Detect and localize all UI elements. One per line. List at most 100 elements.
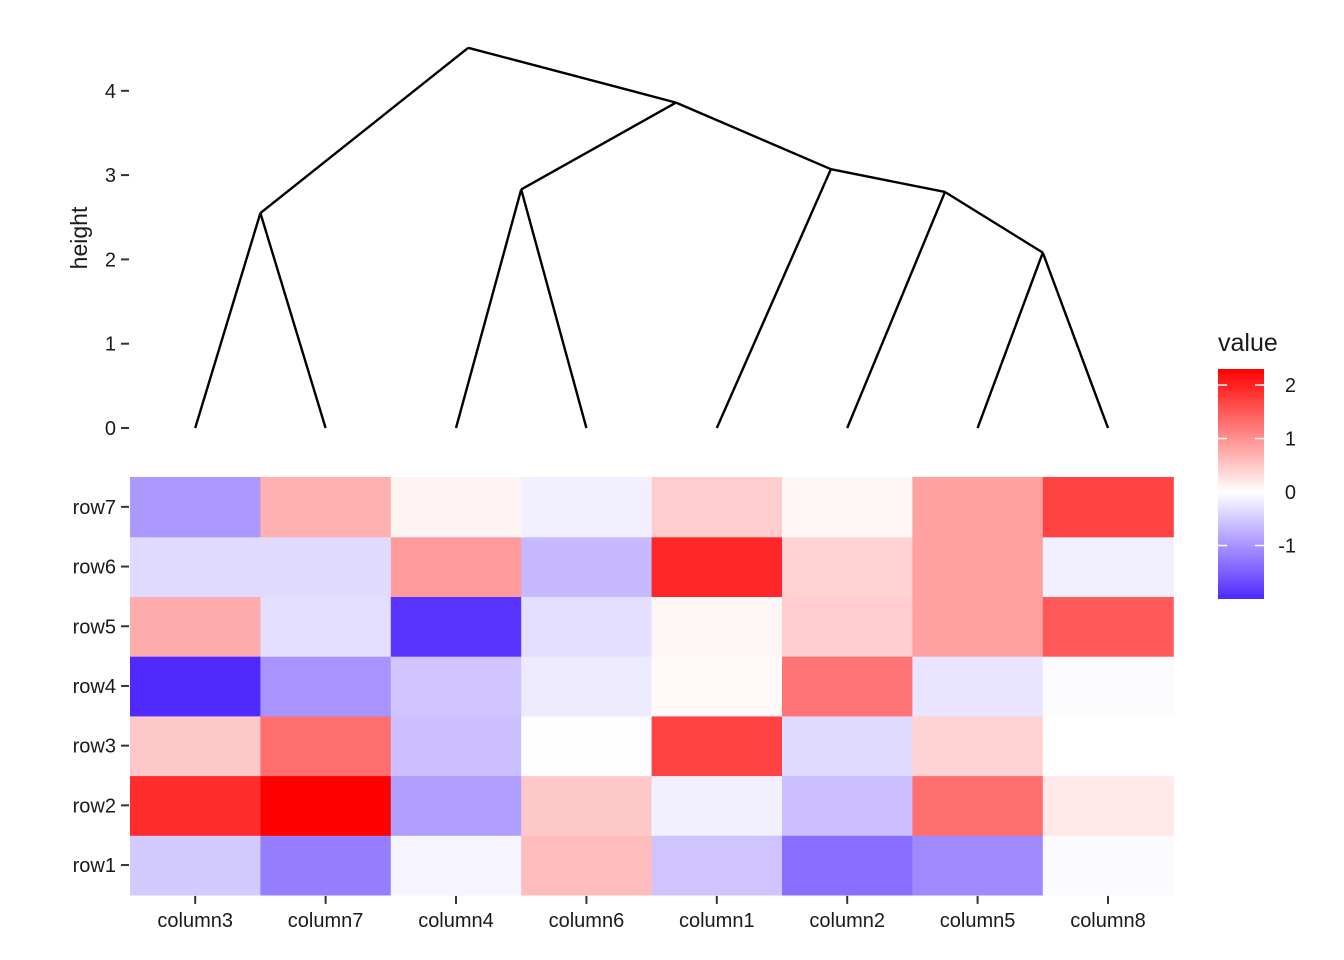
heatmap-cell [390, 835, 522, 896]
heatmap-row-label: row1 [73, 855, 116, 877]
heatmap-cell [390, 715, 522, 777]
dendrogram-link [520, 101, 677, 191]
heatmap-cell [1042, 715, 1174, 777]
heatmap-cell [651, 775, 783, 836]
heatmap-cell [130, 835, 261, 896]
heatmap-cell [1042, 656, 1174, 717]
heatmap-cell [912, 656, 1044, 717]
dendrogram-link [675, 101, 832, 171]
heatmap-cell [782, 835, 913, 896]
heatmap-cell [521, 835, 653, 896]
heatmap-cell [651, 596, 783, 657]
dendrogram-link [1041, 252, 1110, 429]
heatmap-cell [130, 775, 261, 836]
heatmap-cell [260, 477, 392, 538]
legend-tick-label: -1 [1278, 536, 1296, 558]
heatmap-column-label: column4 [418, 910, 494, 932]
heatmap-column-label: column1 [679, 910, 755, 932]
legend-tick-label: 0 [1285, 482, 1296, 504]
heatmap-cell [651, 536, 783, 597]
heatmap-cell [912, 596, 1044, 657]
dendrogram-link [259, 212, 327, 429]
heatmap-column-label: column8 [1070, 910, 1146, 932]
heatmap-row-label: row7 [73, 497, 116, 519]
dendrogram-y-axis-label: height [66, 206, 92, 269]
dendrogram-link [944, 190, 1044, 254]
heatmap-cell [782, 656, 913, 717]
dendrogram-link [715, 168, 832, 429]
heatmap-cell [260, 656, 392, 717]
heatmap-cell [912, 536, 1044, 597]
dendrogram-link [846, 191, 947, 429]
heatmap-cell [521, 656, 653, 717]
dendrogram-link [194, 212, 262, 429]
dendrogram-link [454, 189, 523, 429]
dendrogram-y-tick-label: 0 [105, 418, 116, 440]
color-legend: value -1 0 1 2 [1218, 329, 1296, 599]
heatmap-cell [130, 715, 261, 777]
heatmap-cell [130, 596, 261, 657]
heatmap-column-label: column5 [940, 910, 1016, 932]
heatmap-row-label: row4 [73, 676, 116, 698]
heatmap-cell [782, 715, 913, 777]
heatmap-cell [782, 775, 913, 836]
heatmap-cell [521, 536, 653, 597]
heatmap-cell [651, 477, 783, 538]
heatmap-cells [130, 477, 1174, 896]
legend-tick-label: 1 [1285, 429, 1296, 451]
heatmap-cell [1042, 477, 1174, 538]
heatmap-cell [912, 477, 1044, 538]
legend-title: value [1218, 329, 1278, 357]
heatmap-cell [130, 536, 261, 597]
dendrogram-y-axis: 0 1 2 3 4 [105, 81, 129, 440]
heatmap-cell [912, 835, 1044, 896]
heatmap-cell [260, 835, 392, 896]
heatmap-cell [651, 656, 783, 717]
heatmap-cell [390, 477, 522, 538]
heatmap-column-label: column6 [549, 910, 625, 932]
heatmap-row-label: row2 [73, 795, 116, 817]
heatmap-cell [1042, 775, 1174, 836]
heatmap-x-axis: column3 column7 column4 column6 column1 colum… [157, 895, 1146, 932]
heatmap-cell [260, 596, 392, 657]
heatmap-cell [651, 835, 783, 896]
dendrogram-y-tick-label: 4 [105, 81, 116, 103]
dendrogram-link [976, 252, 1044, 429]
heatmap-cell [390, 596, 522, 657]
heatmap-cell [390, 656, 522, 717]
dendrogram-y-tick-label: 1 [105, 334, 116, 356]
heatmap-row-label: row5 [73, 616, 116, 638]
heatmap-cell [1042, 596, 1174, 657]
dendrogram-panel: 0 1 2 3 4 height [66, 46, 1110, 440]
dendrogram-link [520, 189, 588, 429]
heatmap-y-axis: row1 row2 row3 row4 row5 row6 row7 [73, 497, 129, 877]
heatmap-column-label: column7 [288, 910, 364, 932]
heatmap-cell [782, 477, 913, 538]
heatmap-cell [390, 775, 522, 836]
heatmap-cell [521, 596, 653, 657]
legend-colorbar [1218, 369, 1264, 599]
heatmap-cell [912, 715, 1044, 777]
heatmap-cell [521, 715, 653, 777]
dendrogram-y-tick-label: 2 [105, 249, 116, 271]
heatmap-cell [260, 775, 392, 836]
heatmap-cell [130, 477, 261, 538]
heatmap-column-label: column3 [157, 910, 233, 932]
heatmap-cell [260, 536, 392, 597]
heatmap-row-label: row3 [73, 736, 116, 758]
heatmap-cell [260, 715, 392, 777]
legend-ticks: -1 0 1 2 [1218, 375, 1296, 558]
heatmap-cell [782, 536, 913, 597]
dendrogram-links [194, 46, 1110, 429]
heatmap-cell [1042, 536, 1174, 597]
dendrogram-y-tick-label: 3 [105, 165, 116, 187]
heatmap-cell [651, 715, 783, 777]
dendrogram-link [259, 46, 469, 214]
dendrogram-link [830, 168, 946, 194]
heatmap-cell [130, 656, 261, 717]
heatmap-cell [1042, 835, 1174, 896]
heatmap-row-label: row6 [73, 557, 116, 579]
dendrogram-link [467, 46, 677, 104]
